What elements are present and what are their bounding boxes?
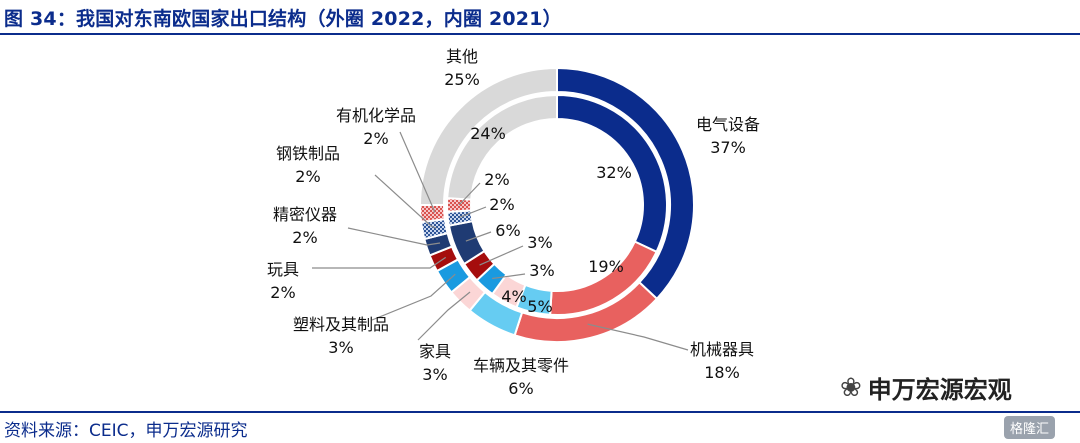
inner-label-value-5: 3% — [527, 233, 552, 252]
inner-label-value-0: 32% — [596, 163, 632, 182]
outer-label-value-4: 3% — [328, 338, 353, 357]
data-labels: 电气设备 37% 机械器具 18% 车辆及其零件 6% 家具 3% 塑料及其制品 3% 玩具 2% 精密… — [267, 47, 760, 398]
inner-label-value-6: 6% — [495, 221, 520, 240]
outer-label-name-0: 电气设备 — [696, 115, 760, 134]
footer-rule — [0, 411, 1080, 413]
outer-leader-8 — [399, 131, 435, 213]
outer-slice-9 — [418, 66, 558, 206]
inner-label-value-8: 2% — [484, 170, 509, 189]
outer-leader-7 — [374, 174, 437, 229]
outer-leader-6 — [347, 227, 441, 246]
outer-label-name-6: 精密仪器 — [273, 205, 337, 224]
inner-label-value-9: 24% — [470, 124, 506, 143]
watermark-text: 申万宏源宏观 — [867, 376, 1012, 404]
outer-leader-1 — [587, 323, 689, 351]
inner-label-value-1: 19% — [588, 257, 624, 276]
inner-slice-9 — [446, 93, 558, 201]
outer-label-name-9: 其他 — [446, 47, 478, 66]
inner-label-value-3: 4% — [501, 287, 526, 306]
chart-title: 图 34：我国对东南欧国家出口结构（外圈 2022，内圈 2021） — [4, 8, 562, 30]
outer-label-name-2: 车辆及其零件 — [473, 356, 569, 375]
watermark: ❀ 申万宏源宏观 — [840, 370, 1012, 405]
outer-label-value-9: 25% — [444, 70, 480, 89]
inner-leader-8 — [458, 182, 481, 206]
source-note: 资料来源：CEIC，申万宏源研究 — [4, 421, 248, 441]
wechat-icon: ❀ — [840, 372, 862, 403]
outer-leader-5 — [312, 256, 447, 269]
outer-label-value-2: 6% — [508, 379, 533, 398]
outer-label-value-7: 2% — [295, 167, 320, 186]
inner-leader-7 — [459, 206, 487, 218]
outer-label-name-4: 塑料及其制品 — [293, 315, 389, 334]
outer-label-value-6: 2% — [292, 228, 317, 247]
outer-label-name-3: 家具 — [419, 342, 451, 361]
outer-label-value-0: 37% — [710, 138, 746, 157]
outer-label-value-3: 3% — [422, 365, 447, 384]
outer-label-name-5: 玩具 — [267, 260, 299, 279]
outer-label-value-5: 2% — [270, 283, 295, 302]
outer-label-value-1: 18% — [704, 363, 740, 382]
outer-leader-4 — [371, 273, 456, 321]
outer-label-name-7: 钢铁制品 — [276, 144, 340, 163]
inner-leader-5 — [479, 245, 524, 266]
watermark-logo: 格隆汇 — [1004, 416, 1056, 439]
outer-ring-2022 — [418, 66, 695, 343]
inner-label-value-2: 5% — [527, 297, 552, 316]
inner-label-value-4: 3% — [529, 261, 554, 280]
header-rule — [0, 33, 1080, 35]
outer-label-name-1: 机械器具 — [690, 340, 754, 359]
inner-label-value-7: 2% — [489, 195, 514, 214]
outer-leader-3 — [417, 291, 471, 341]
leader-lines — [312, 131, 689, 351]
outer-label-value-8: 2% — [363, 129, 388, 148]
inner-ring-2021 — [446, 93, 668, 316]
inner-leader-6 — [465, 231, 492, 242]
outer-label-name-8: 有机化学品 — [336, 106, 416, 125]
inner-leader-4 — [492, 273, 526, 280]
